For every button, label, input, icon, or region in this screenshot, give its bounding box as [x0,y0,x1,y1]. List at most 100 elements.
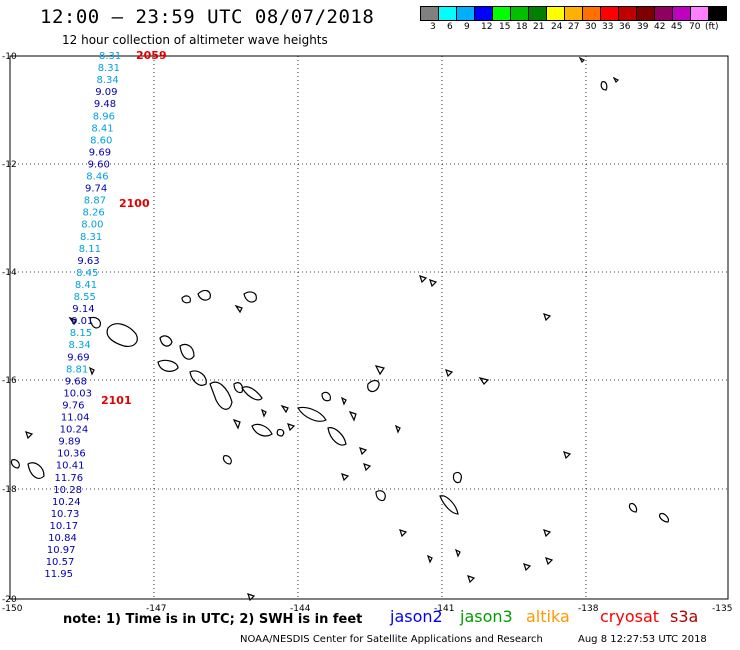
island-outline [375,490,386,502]
island-outline [429,279,438,288]
color-legend-label: 15 [499,22,511,32]
wave-height-label: 8.55 [74,292,96,303]
color-legend-label: 21 [533,22,545,32]
satellite-legend-item: cryosat [600,607,660,626]
island-outline [452,471,462,484]
credit-line: NOAA/NESDIS Center for Satellite Applica… [240,634,543,645]
island-outline [478,377,490,385]
color-legend-label: 30 [585,22,597,32]
color-legend-label: 36 [619,22,631,32]
island-outline [454,548,461,558]
island-outline [89,316,101,329]
island-outline [374,365,385,376]
wave-height-label: 9.63 [77,256,99,267]
wave-height-label: 8.31 [98,63,120,74]
wave-height-label: 9.14 [72,304,94,315]
satellite-legend-item: jason3 [460,607,513,626]
wave-height-label: 9.76 [62,401,84,412]
island-outline [628,503,638,513]
units-note: note: 1) Time is in UTC; 2) SWH is in fe… [63,612,363,627]
wave-height-label: 9.89 [58,437,80,448]
wave-height-color-legend [420,6,727,21]
island-outline [197,289,211,301]
lat-label: -12 [2,160,17,170]
color-legend-label: 3 [430,22,436,32]
satellite-legend-item: altika [526,607,570,626]
wave-height-label: 10.28 [53,485,82,496]
island-outline [523,563,532,572]
island-outline [563,451,572,460]
island-outline [545,557,554,566]
island-outline [394,424,401,434]
color-legend-label: 9 [464,22,470,32]
island-outline [88,366,95,376]
wave-height-label: 8.96 [93,111,115,122]
island-outline [209,381,233,410]
wave-height-label: 8.60 [90,135,112,146]
wave-height-label: 9.69 [67,352,89,363]
wave-height-label: 11.04 [61,413,90,424]
island-outline [612,76,620,84]
color-legend-label: 33 [602,22,614,32]
satellite-legend-item: s3a [670,607,699,626]
island-outline [659,513,669,523]
wave-height-label: 9.48 [94,99,116,110]
wave-height-label: 8.34 [97,75,119,86]
island-outline [297,406,327,422]
island-outline [159,335,173,347]
wave-height-label: 8.26 [83,208,105,219]
time-label: 2100 [119,197,150,210]
map-title: 12:00 – 23:59 UTC 08/07/2018 [40,6,375,28]
map-frame [9,55,729,600]
wave-height-label: 10.57 [46,557,75,568]
wave-height-label: 11.76 [55,473,84,484]
wave-height-label: 8.31 [80,232,102,243]
island-outline [467,575,476,584]
lat-label: -16 [2,376,17,386]
island-outline [243,291,257,303]
wave-height-label: 8.87 [84,196,106,207]
wave-height-label: 10.03 [63,388,92,399]
color-legend-label: 39 [637,22,649,32]
wave-height-label: 8.00 [81,220,103,231]
color-legend-label: 45 [671,22,683,32]
island-outline [234,304,243,314]
wave-height-label: 8.41 [91,123,113,134]
color-legend-label: 27 [568,22,580,32]
color-legend-label: 18 [516,22,528,32]
island-outline [327,427,347,446]
island-outline [233,382,244,394]
wave-height-label: 10.24 [60,425,89,436]
color-legend-label: 6 [447,22,453,32]
color-swatch [708,6,727,21]
island-outline [419,275,428,284]
island-outline [106,323,138,347]
island-outline [181,295,191,304]
island-outline [280,404,289,414]
lon-label: -150 [2,604,23,614]
lon-label: -144 [290,604,311,614]
island-outline [287,423,296,432]
island-outline [247,593,256,602]
wave-height-label: 8.81 [66,364,88,375]
time-label: 2059 [136,49,167,62]
island-outline [321,391,331,402]
wave-height-label: 8.46 [86,172,108,183]
island-outline [27,462,45,479]
wave-height-label: 10.24 [52,497,81,508]
lat-label: -14 [2,268,17,278]
island-outline [241,386,263,401]
lat-label: -18 [2,485,17,495]
lon-label: -141 [434,604,454,614]
wave-height-label: 11.95 [44,569,73,580]
wave-height-label: 9.09 [95,87,117,98]
island-outline [445,369,454,378]
island-outline [578,56,586,64]
island-outline [363,463,372,472]
wave-height-label: 8.41 [75,280,97,291]
island-outline [543,529,552,538]
satellite-legend-item: jason2 [390,607,443,626]
map-subtitle: 12 hour collection of altimeter wave hei… [62,33,328,47]
color-legend-label: 42 [654,22,666,32]
lat-label: -10 [2,52,17,62]
